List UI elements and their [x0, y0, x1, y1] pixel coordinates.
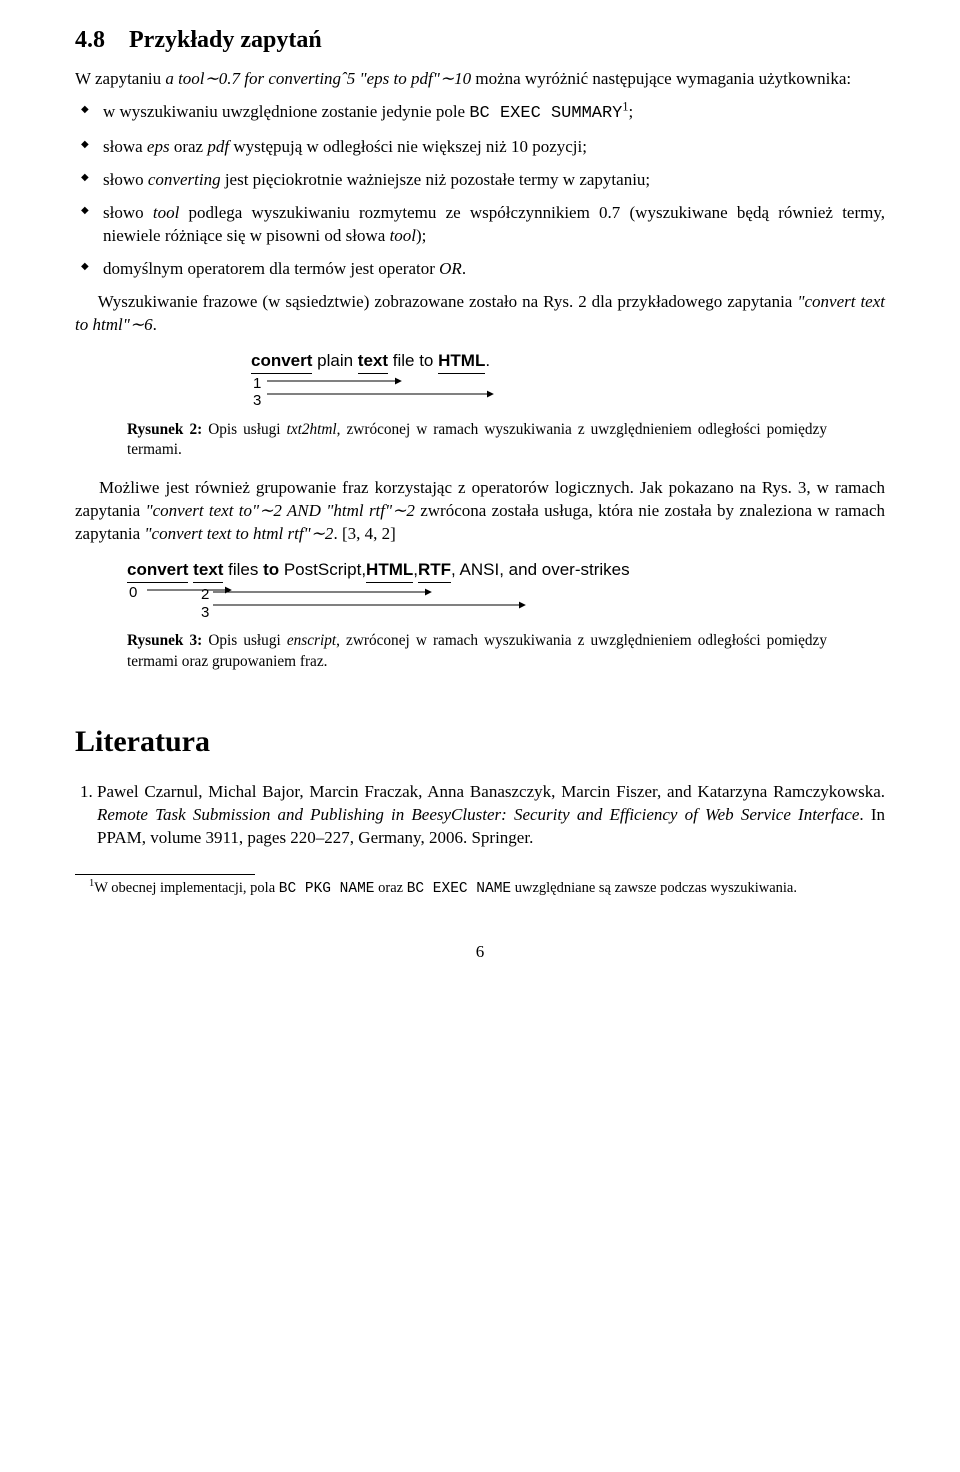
token: files	[223, 560, 263, 582]
figure-3-arrows-right	[209, 585, 545, 615]
code-inline: BC EXEC SUMMARY	[469, 104, 622, 123]
distance-number: 2	[201, 586, 209, 603]
text: słowa	[103, 137, 147, 156]
distance-number: 0	[129, 584, 143, 601]
footnote-rule	[75, 874, 255, 875]
text: domyślnym operatorem dla termów jest ope…	[103, 259, 439, 278]
term: eps	[147, 137, 170, 156]
text: oraz	[170, 137, 208, 156]
distance-number: 1	[253, 375, 261, 392]
text: W obecnej implementacji, pola	[94, 880, 279, 896]
paragraph: Wyszukiwanie frazowe (w sąsiedztwie) zob…	[75, 291, 885, 337]
text: .	[153, 315, 157, 334]
figure-2-arrows	[261, 374, 505, 404]
section-heading: 4.8 Przykłady zapytań	[75, 24, 885, 56]
match-token: convert	[127, 560, 188, 583]
figure-3-distance-numbers-left: 0	[127, 584, 143, 601]
figure-3-caption: Rysunek 3: Opis usługi enscript, zwrócon…	[127, 631, 827, 672]
section-number: 4.8	[75, 27, 105, 53]
text: Opis usługi	[202, 632, 287, 649]
match-token: to	[263, 560, 279, 582]
list-item: słowo tool podlega wyszukiwaniu rozmytem…	[103, 202, 885, 248]
figure-3-distance-numbers-right: 2 3	[199, 586, 209, 621]
match-token: HTML	[438, 351, 485, 374]
figure-2-distance-numbers: 1 3	[251, 375, 261, 410]
text: słowo	[103, 203, 153, 222]
bibliography-heading: Literatura	[75, 722, 885, 763]
text: . [3, 4, 2]	[333, 524, 395, 543]
match-token: convert	[251, 351, 312, 374]
figure-2-caption: Rysunek 2: Opis usługi txt2html, zwrócon…	[127, 420, 827, 461]
code-inline: BC PKG NAME	[279, 881, 375, 897]
bullet-list: w wyszukiwaniu uwzględnione zostanie jed…	[75, 101, 885, 281]
text: podlega wyszukiwaniu rozmytemu ze współc…	[103, 203, 885, 245]
text: Wyszukiwanie frazowe (w sąsiedztwie) zob…	[98, 292, 798, 311]
text: Opis usługi	[202, 421, 286, 438]
term: converting	[148, 170, 221, 189]
query-italic: "convert text to html rtf"∼2	[144, 524, 333, 543]
reference-list: Pawel Czarnul, Michal Bajor, Marcin Frac…	[75, 781, 885, 850]
term: pdf	[207, 137, 229, 156]
intro-prefix: W zapytaniu	[75, 69, 165, 88]
service-name: enscript	[287, 632, 336, 649]
text: w wyszukiwaniu uwzględnione zostanie jed…	[103, 102, 469, 121]
token: plain	[312, 351, 357, 373]
text: oraz	[374, 880, 406, 896]
match-token: text	[193, 560, 223, 583]
figure-3: convert text files to PostScript, HTML ,…	[75, 560, 885, 621]
intro-query: a tool∼0.7 for convertingˆ5 "eps to pdf"…	[165, 69, 471, 88]
list-item: w wyszukiwaniu uwzględnione zostanie jed…	[103, 101, 885, 126]
distance-number: 3	[201, 604, 209, 621]
figure-2: convert plain text file to HTML . 1 3	[75, 351, 885, 410]
footnote: 1W obecnej implementacji, pola BC PKG NA…	[75, 879, 885, 900]
intro-suffix: można wyróżnić następujące wymagania uży…	[471, 69, 851, 88]
ref-title: Remote Task Submission and Publishing in…	[97, 805, 859, 824]
term: tool	[390, 226, 416, 245]
list-item: słowo converting jest pięciokrotnie ważn…	[103, 169, 885, 192]
caption-lead: Rysunek 3:	[127, 632, 202, 649]
text: słowo	[103, 170, 148, 189]
token: file to	[388, 351, 438, 373]
text: );	[416, 226, 426, 245]
list-item: słowa eps oraz pdf występują w odległośc…	[103, 136, 885, 159]
paragraph: Możliwe jest również grupowanie fraz kor…	[75, 477, 885, 546]
caption-lead: Rysunek 2:	[127, 421, 202, 438]
code-inline: BC EXEC NAME	[407, 881, 511, 897]
match-token: RTF	[418, 560, 451, 583]
intro-paragraph: W zapytaniu a tool∼0.7 for convertingˆ5 …	[75, 68, 885, 91]
distance-number: 3	[253, 392, 261, 409]
figure-2-text-row: convert plain text file to HTML .	[251, 351, 505, 374]
text: ;	[629, 102, 634, 121]
match-token: text	[358, 351, 388, 374]
query-italic: "convert text to"∼2 AND "html rtf"∼2	[145, 501, 414, 520]
ref-authors: Pawel Czarnul, Michal Bajor, Marcin Frac…	[97, 782, 885, 801]
text: występują w odległości nie większej niż …	[229, 137, 587, 156]
page-number: 6	[75, 941, 885, 964]
figure-3-text-row: convert text files to PostScript, HTML ,…	[127, 560, 630, 583]
token: .	[485, 351, 490, 373]
token: , ANSI, and over-strikes	[451, 560, 630, 582]
section-title: Przykłady zapytań	[129, 27, 322, 53]
text: .	[462, 259, 466, 278]
match-token: HTML	[366, 560, 413, 583]
text: jest pięciokrotnie ważniejsze niż pozost…	[221, 170, 651, 189]
token: PostScript,	[279, 560, 366, 582]
reference-item: Pawel Czarnul, Michal Bajor, Marcin Frac…	[97, 781, 885, 850]
list-item: domyślnym operatorem dla termów jest ope…	[103, 258, 885, 281]
text: uwzględniane są zawsze podczas wyszukiwa…	[511, 880, 797, 896]
term: OR	[439, 259, 462, 278]
service-name: txt2html	[287, 421, 337, 438]
term: tool	[153, 203, 179, 222]
